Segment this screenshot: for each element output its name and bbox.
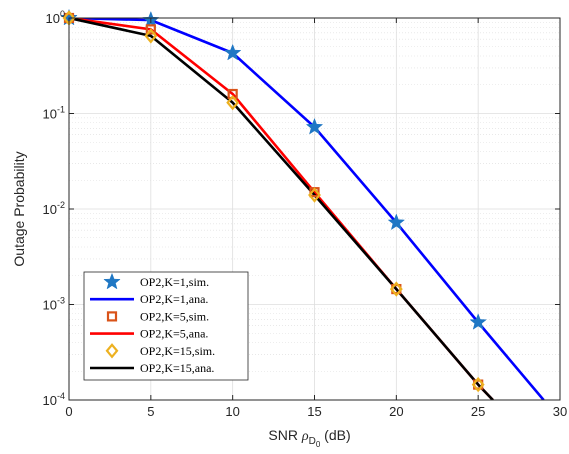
y-tick-base: 10 [43, 107, 57, 122]
data-point-diamond [144, 28, 158, 44]
x-tick-label: 5 [147, 404, 154, 419]
x-tick-label: 20 [389, 404, 403, 419]
y-tick-exponent: -1 [57, 105, 65, 115]
y-tick-base: 10 [46, 11, 60, 26]
x-axis-label-suffix: (dB) [320, 427, 350, 443]
y-tick-base: 10 [43, 202, 57, 217]
legend-entry-label: OP2,K=5,ana. [140, 327, 208, 341]
series-line [69, 18, 494, 400]
y-tick-label: 10-3 [43, 296, 65, 313]
y-tick-label: 10-1 [43, 105, 65, 122]
data-point-star [469, 313, 487, 330]
x-tick-label: 15 [307, 404, 321, 419]
x-tick-label: 25 [471, 404, 485, 419]
legend-entry-label: OP2,K=5,sim. [140, 309, 209, 323]
data-point-star [223, 43, 242, 61]
x-axis-label: SNR ρD0 (dB) [268, 427, 350, 449]
data-point-star [305, 117, 324, 135]
y-tick-exponent: -3 [57, 296, 65, 306]
y-axis-label: Outage Probability [11, 151, 27, 266]
data-point-diamond [471, 376, 485, 393]
data-point-diamond [389, 281, 403, 297]
y-tick-exponent: -2 [57, 200, 65, 210]
x-axis-label-subsubscript: 0 [316, 440, 321, 449]
legend-marker-diamond [105, 343, 119, 359]
y-tick-base: 10 [43, 298, 57, 313]
legend-marker-square [106, 311, 118, 322]
y-tick-exponent: -4 [57, 391, 65, 401]
legend-box [83, 271, 249, 381]
x-axis-label-symbol: ρ [301, 429, 309, 444]
y-tick-label: 10-4 [43, 391, 65, 408]
legend-entry-label: OP2,K=15,sim. [140, 344, 215, 358]
y-tick-label: 100 [46, 9, 65, 26]
legend-entry-label: OP2,K=15,ana. [140, 361, 214, 375]
x-tick-label: 10 [225, 404, 239, 419]
legend-entry-label: OP2,K=1,sim. [140, 275, 209, 289]
y-tick-exponent: 0 [60, 9, 65, 19]
data-point-diamond [308, 187, 321, 203]
x-tick-label: 0 [65, 404, 72, 419]
legend-entry-label: OP2,K=1,ana. [140, 292, 208, 306]
data-point-star [387, 213, 406, 231]
legend-marker-star [103, 272, 121, 290]
y-tick-base: 10 [43, 393, 57, 408]
data-point-diamond [226, 94, 240, 111]
x-axis-label-subscript: D [309, 436, 316, 447]
x-tick-label: 30 [553, 404, 567, 419]
data-point-square [145, 24, 156, 35]
x-axis-label-prefix: SNR [268, 427, 301, 443]
y-tick-label: 10-2 [43, 200, 65, 217]
legend: OP2,K=1,sim. OP2,K=1,ana. OP2,K=5,sim. OP2,… [83, 271, 249, 381]
